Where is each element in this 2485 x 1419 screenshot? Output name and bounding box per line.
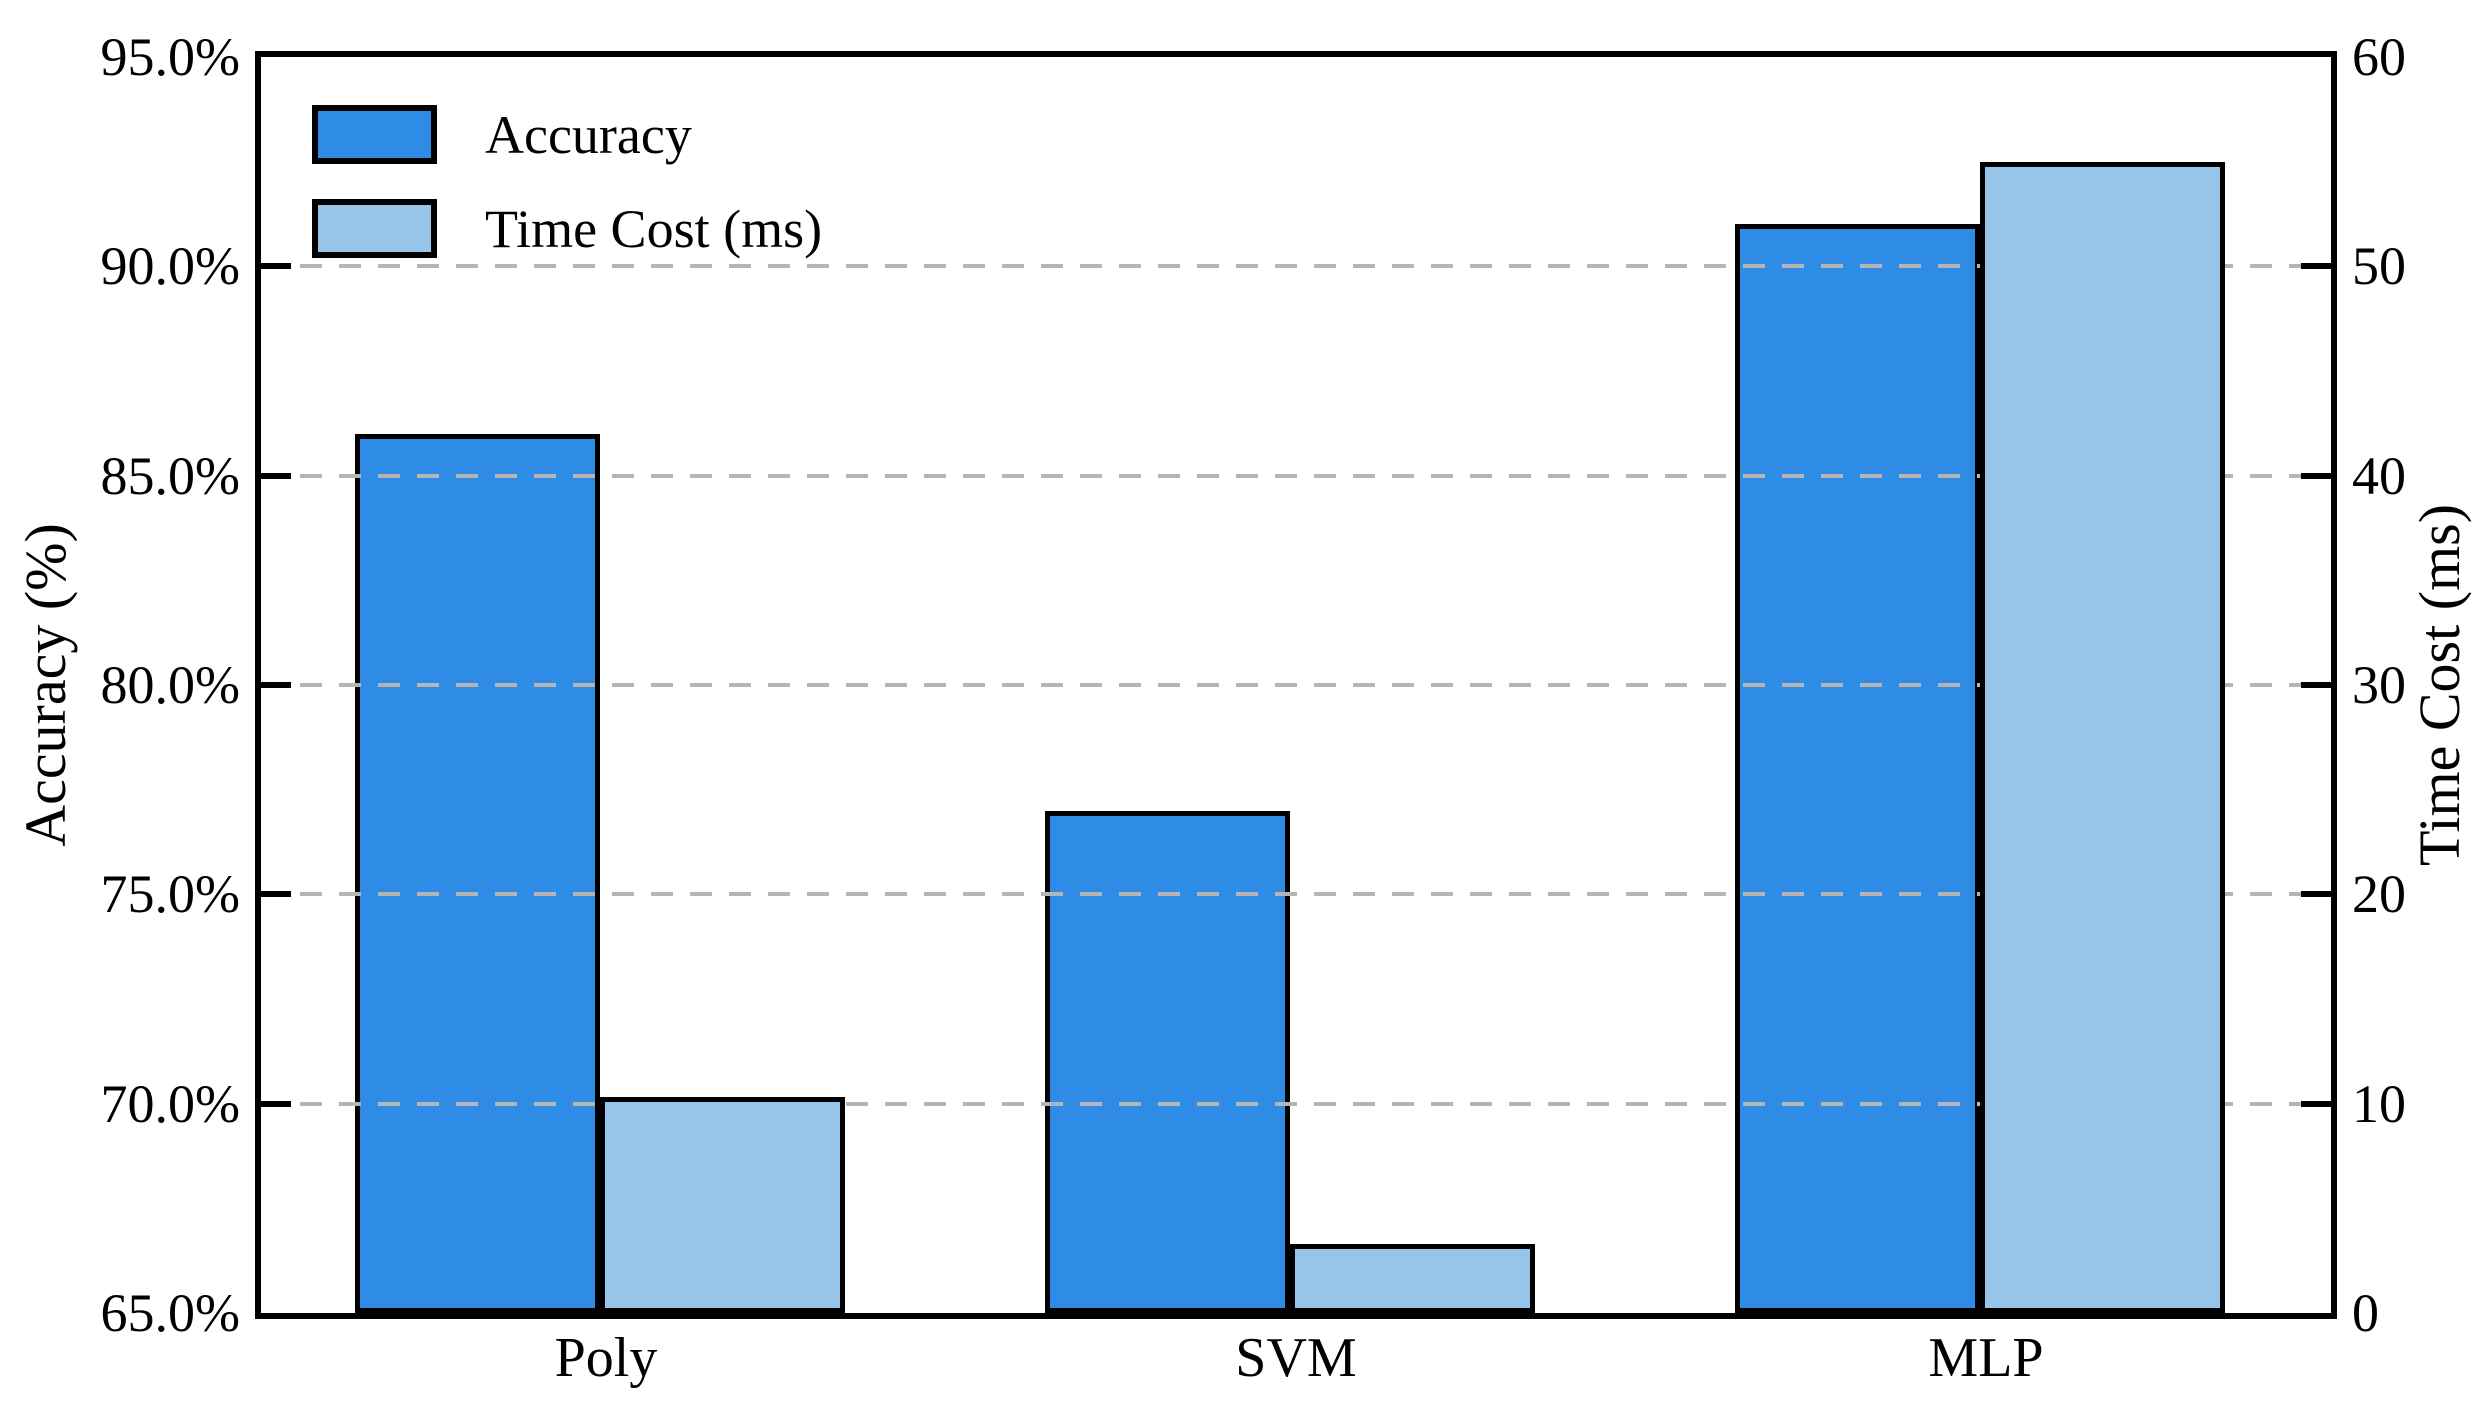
right-tick-mark [2301, 1100, 2331, 1107]
right-tick-mark [2301, 263, 2331, 270]
right-axis-tick-label: 50 [2352, 236, 2406, 297]
left-tick-mark [261, 682, 291, 688]
gridline [261, 1101, 2331, 1106]
left-tick-mark [261, 891, 291, 898]
right-axis-tick-label: 60 [2352, 27, 2406, 87]
right-axis-tick-label: 30 [2352, 655, 2406, 715]
right-tick-mark [2301, 891, 2331, 898]
bar-poly-time-cost [600, 1097, 845, 1313]
legend-swatch-time-cost-icon [312, 199, 437, 258]
left-axis-tick-label: 90.0% [100, 236, 240, 297]
left-axis-tick-label: 85.0% [100, 445, 240, 506]
bar-svm-time-cost [1290, 1243, 1535, 1313]
right-axis-tick-label: 0 [2352, 1283, 2379, 1343]
left-axis-tick-label: 65.0% [100, 1283, 240, 1343]
x-axis-tick-label-poly: Poly [554, 1327, 658, 1389]
legend-label-time-cost: Time Cost (ms) [485, 198, 823, 259]
bar-mlp-accuracy [1735, 224, 1980, 1313]
gridline [261, 473, 2331, 478]
x-axis-tick-label-mlp: MLP [1928, 1327, 2044, 1389]
left-tick-mark [261, 1100, 291, 1107]
right-axis-tick-label: 10 [2352, 1073, 2406, 1134]
bar-svm-accuracy [1045, 810, 1290, 1313]
left-axis-tick-label: 75.0% [100, 864, 240, 925]
gridline [261, 683, 2331, 687]
plot-area: Accuracy Time Cost (ms) [255, 51, 2337, 1319]
bar-poly-accuracy [355, 433, 600, 1313]
right-tick-mark [2301, 682, 2331, 688]
right-tick-mark [2301, 472, 2331, 479]
legend-row-accuracy: Accuracy [312, 105, 822, 164]
left-axis-tick-label: 80.0% [100, 655, 240, 715]
right-axis-tick-label: 40 [2352, 445, 2406, 506]
legend-label-accuracy: Accuracy [485, 104, 692, 165]
legend-row-time-cost: Time Cost (ms) [312, 199, 822, 258]
legend-swatch-accuracy-icon [312, 105, 437, 164]
left-tick-mark [261, 263, 291, 270]
gridline [261, 892, 2331, 897]
right-axis-tick-label: 20 [2352, 864, 2406, 925]
left-tick-mark [261, 472, 291, 479]
legend: Accuracy Time Cost (ms) [312, 105, 822, 293]
left-axis-tick-label: 95.0% [100, 27, 240, 87]
x-axis-tick-label-svm: SVM [1235, 1327, 1357, 1389]
left-axis-tick-label: 70.0% [100, 1073, 240, 1134]
gridline [261, 264, 2331, 269]
bar-mlp-time-cost [1980, 161, 2225, 1313]
